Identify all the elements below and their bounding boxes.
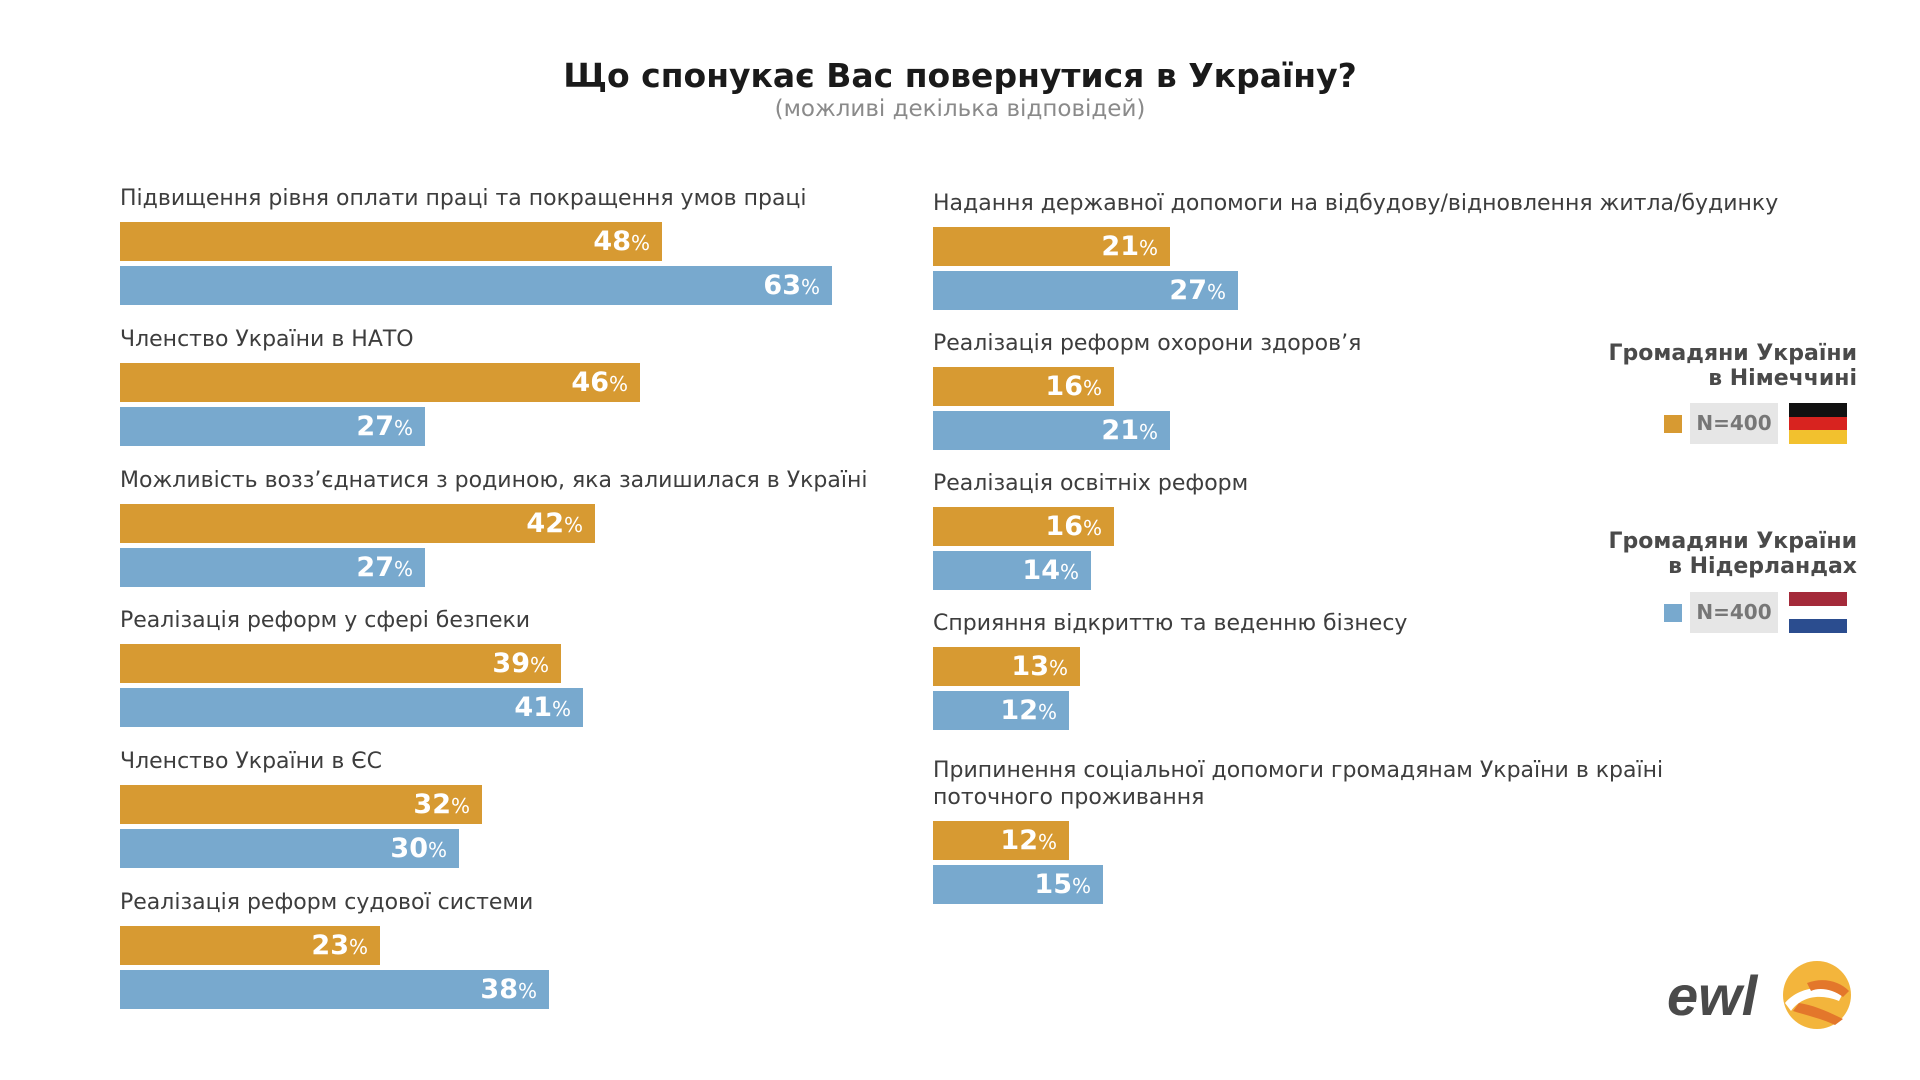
- chart-subtitle: (можливі декілька відповідей): [774, 96, 1146, 122]
- bar-unit-label: %: [427, 838, 447, 862]
- category-label: Реалізація реформ охорони здоров’я: [933, 331, 1362, 356]
- bar-unit-label: %: [630, 231, 650, 255]
- bar-netherlands: 41%: [120, 688, 583, 727]
- category-label: Реалізація реформ судової системи: [120, 890, 534, 915]
- germany-flag-icon: [1789, 403, 1847, 444]
- bar-value-label: 15: [1034, 869, 1072, 900]
- bar-value-label: 27: [356, 411, 394, 442]
- bar-unit-label: %: [1138, 236, 1158, 260]
- bar-unit-label: %: [1138, 420, 1158, 444]
- bar-unit-label: %: [1206, 280, 1226, 304]
- bar-unit-label: %: [563, 513, 583, 537]
- bar-netherlands: 27%: [933, 271, 1238, 310]
- bar-value-label: 12: [1000, 825, 1038, 856]
- bar-netherlands: 21%: [933, 411, 1170, 450]
- bar-unit-label: %: [1059, 560, 1079, 584]
- bar-value-label: 12: [1000, 695, 1038, 726]
- bar-value-label: 39: [492, 648, 530, 679]
- category-label: Надання державної допомоги на відбудову/…: [933, 191, 1779, 216]
- bar-value-label: 41: [514, 692, 552, 723]
- bar-germany: 21%: [933, 227, 1170, 266]
- legend-title-line: в Нідерландах: [1668, 554, 1857, 579]
- bar-netherlands: 27%: [120, 407, 425, 446]
- bar-germany: 46%: [120, 363, 640, 402]
- bar-unit-label: %: [348, 935, 368, 959]
- bar-unit-label: %: [393, 416, 413, 440]
- category-label: Можливість возз’єднатися з родиною, яка …: [120, 468, 868, 493]
- category-label: Реалізація освітніх реформ: [933, 471, 1249, 496]
- ewl-logo: ewl: [1667, 953, 1857, 1037]
- bar-unit-label: %: [529, 653, 549, 677]
- bar-netherlands: 63%: [120, 266, 832, 305]
- bar-germany: 48%: [120, 222, 662, 261]
- category-label: Реалізація реформ у сфері безпеки: [120, 608, 531, 633]
- bar-value-label: 16: [1045, 511, 1083, 542]
- bar-unit-label: %: [1037, 830, 1057, 854]
- bar-netherlands: 14%: [933, 551, 1091, 590]
- bar-germany: 39%: [120, 644, 561, 683]
- bar-value-label: 27: [1169, 275, 1207, 306]
- bar-unit-label: %: [1048, 656, 1068, 680]
- bar-value-label: 14: [1022, 555, 1060, 586]
- legend-n-netherlands: N=400: [1690, 592, 1778, 633]
- bar-unit-label: %: [1037, 700, 1057, 724]
- bar-unit-label: %: [551, 697, 571, 721]
- category-label: Підвищення рівня оплати праці та покраще…: [120, 186, 807, 211]
- bar-value-label: 46: [571, 367, 609, 398]
- bar-value-label: 63: [763, 270, 801, 301]
- bar-value-label: 16: [1045, 371, 1083, 402]
- bar-value-label: 21: [1101, 415, 1139, 446]
- bar-germany: 23%: [120, 926, 380, 965]
- bar-unit-label: %: [608, 372, 628, 396]
- bar-netherlands: 30%: [120, 829, 459, 868]
- legend-title-line: Громадяни України: [1608, 341, 1857, 366]
- bar-germany: 12%: [933, 821, 1069, 860]
- netherlands-flag-icon: [1789, 592, 1847, 633]
- legend-title-germany: Громадяни України в Німеччині: [1608, 341, 1857, 391]
- category-label: поточного проживання: [933, 785, 1205, 810]
- bar-value-label: 30: [390, 833, 428, 864]
- bar-germany: 16%: [933, 507, 1114, 546]
- bar-germany: 42%: [120, 504, 595, 543]
- bar-germany: 13%: [933, 647, 1080, 686]
- bar-unit-label: %: [517, 979, 537, 1003]
- bar-unit-label: %: [800, 275, 820, 299]
- bar-unit-label: %: [393, 557, 413, 581]
- bar-value-label: 48: [593, 226, 631, 257]
- bar-value-label: 27: [356, 552, 394, 583]
- bar-value-label: 23: [311, 930, 349, 961]
- category-label: Членство України в ЄС: [120, 749, 383, 774]
- legend-swatch-germany: [1664, 415, 1682, 433]
- bar-unit-label: %: [1082, 376, 1102, 400]
- legend-title-netherlands: Громадяни України в Нідерландах: [1608, 529, 1857, 579]
- bar-value-label: 42: [526, 508, 564, 539]
- bar-netherlands: 15%: [933, 865, 1103, 904]
- bar-netherlands: 38%: [120, 970, 549, 1009]
- legend-swatch-netherlands: [1664, 604, 1682, 622]
- bar-unit-label: %: [1082, 516, 1102, 540]
- bar-germany: 16%: [933, 367, 1114, 406]
- bar-germany: 32%: [120, 785, 482, 824]
- bar-value-label: 13: [1011, 651, 1049, 682]
- bar-unit-label: %: [1071, 874, 1091, 898]
- bar-value-label: 38: [480, 974, 518, 1005]
- legend-title-line: в Німеччині: [1708, 366, 1857, 391]
- bar-netherlands: 12%: [933, 691, 1069, 730]
- chart-title: Що спонукає Вас повернутися в Україну?: [563, 56, 1357, 95]
- bar-unit-label: %: [450, 794, 470, 818]
- category-label: Членство України в НАТО: [120, 327, 414, 352]
- category-label: Припинення соціальної допомоги громадяна…: [933, 758, 1664, 783]
- category-label: Сприяння відкриттю та веденню бізнесу: [933, 611, 1408, 636]
- bar-value-label: 32: [413, 789, 451, 820]
- svg-text:ewl: ewl: [1667, 964, 1759, 1027]
- bar-netherlands: 27%: [120, 548, 425, 587]
- legend-n-germany: N=400: [1690, 403, 1778, 444]
- legend-title-line: Громадяни України: [1608, 529, 1857, 554]
- bar-value-label: 21: [1101, 231, 1139, 262]
